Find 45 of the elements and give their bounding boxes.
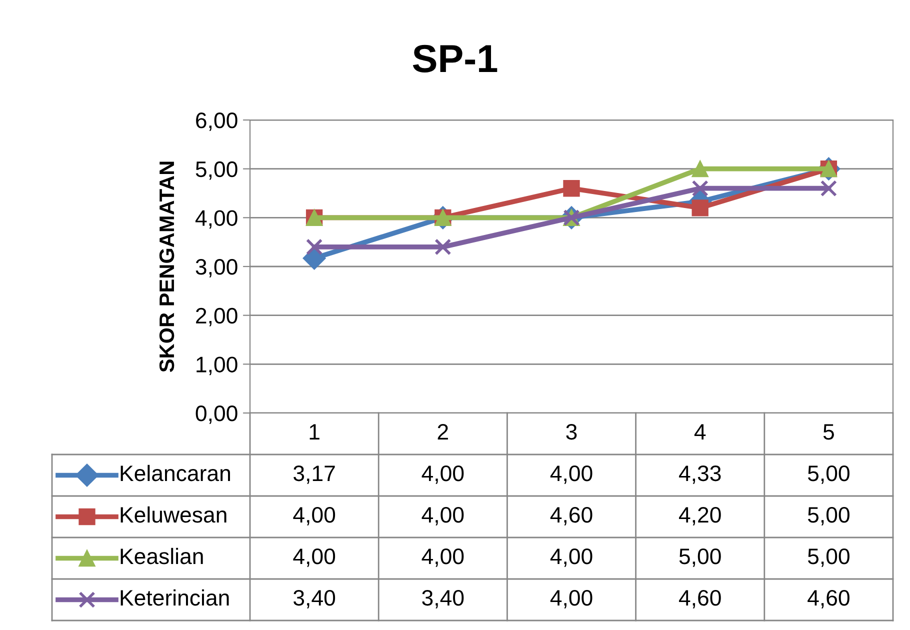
chart-title: SP-1 bbox=[412, 44, 498, 72]
data-label: 4,00 bbox=[550, 590, 592, 608]
legend-label: Keaslian bbox=[120, 548, 203, 564]
data-label: 5,00 bbox=[808, 465, 850, 484]
data-label: 4,00 bbox=[293, 506, 336, 526]
data-label: 4,00 bbox=[550, 548, 592, 567]
data-label: 4,20 bbox=[678, 506, 721, 526]
y-axis-title: SKOR PENGAMATAN bbox=[159, 162, 174, 372]
point bbox=[434, 238, 452, 256]
y-tick-label: 2,00 bbox=[196, 308, 238, 326]
data-label: 3,17 bbox=[294, 465, 335, 484]
data-label: 4,00 bbox=[422, 465, 464, 484]
y-tick-label: 6,00 bbox=[196, 112, 238, 131]
y-tick-label: 0,00 bbox=[196, 406, 238, 424]
data-label: 3,40 bbox=[294, 590, 336, 608]
y-tick-label: 1,00 bbox=[196, 356, 238, 376]
point bbox=[692, 200, 708, 216]
data-label: 4,00 bbox=[293, 548, 336, 567]
x-tick-label: 3 bbox=[566, 424, 577, 440]
legend-label: Keluwesan bbox=[120, 506, 226, 523]
legend-label: Keterincian bbox=[120, 589, 229, 606]
data-label: 4,00 bbox=[550, 465, 592, 484]
data-label: 4,60 bbox=[550, 506, 592, 526]
data-label: 4,60 bbox=[808, 590, 850, 608]
data-label: 4,33 bbox=[678, 465, 721, 484]
point bbox=[820, 180, 838, 197]
point bbox=[692, 180, 708, 197]
y-tick-label: 4,00 bbox=[195, 210, 238, 229]
data-label: 4,00 bbox=[422, 506, 464, 526]
point bbox=[692, 160, 708, 178]
x-tick-label: 1 bbox=[310, 424, 320, 440]
y-tick-label: 5,00 bbox=[196, 161, 238, 180]
data-label: 3,40 bbox=[422, 590, 464, 608]
data-label: 5,00 bbox=[808, 506, 850, 526]
data-label: 4,00 bbox=[422, 548, 464, 567]
data-label: 4,60 bbox=[678, 590, 721, 608]
x-tick-label: 4 bbox=[694, 424, 706, 440]
x-tick-label: 5 bbox=[823, 424, 834, 440]
data-label: 5,00 bbox=[808, 548, 850, 567]
x-tick-label: 2 bbox=[438, 424, 448, 440]
point bbox=[563, 180, 580, 197]
data-label: 5,00 bbox=[679, 548, 721, 567]
y-tick-label: 3,00 bbox=[196, 259, 238, 278]
point bbox=[306, 238, 323, 256]
legend-label: Kelancaran bbox=[120, 464, 230, 482]
